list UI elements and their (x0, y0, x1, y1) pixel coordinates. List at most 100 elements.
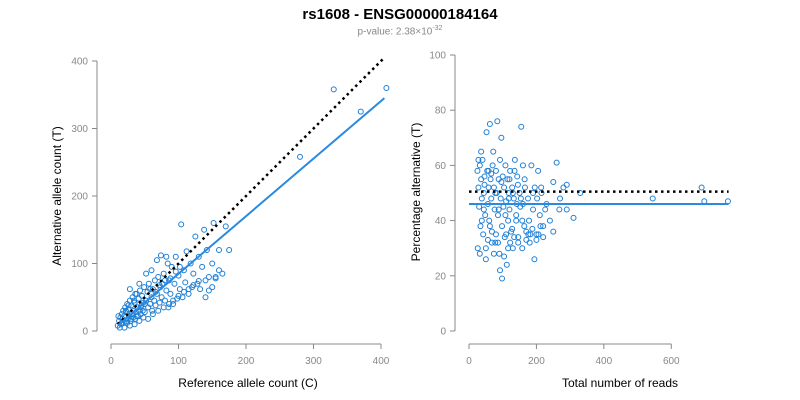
right-data-point (550, 178, 557, 185)
left-data-point (149, 311, 156, 318)
left-data-point (192, 233, 199, 240)
right-data-point (509, 225, 516, 232)
right-data-point (474, 167, 481, 174)
right-data-point (484, 236, 491, 243)
right-data-point (530, 190, 537, 196)
left-data-point (183, 248, 190, 255)
chart-title: rs1608 - ENSG00000184164 (302, 6, 498, 23)
left-data-point (201, 226, 208, 233)
left-data-point (330, 86, 337, 93)
chart-subtitle: p-value: 2.38×10-32 (0, 25, 800, 37)
left-data-point (153, 257, 160, 264)
left-data-point (148, 267, 155, 274)
right-y-tick-label: 60 (435, 161, 447, 172)
right-data-point (481, 181, 488, 188)
right-data-point (499, 275, 506, 282)
left-data-point (182, 279, 189, 286)
right-data-point (521, 184, 528, 191)
right-data-point (502, 162, 509, 169)
right-data-point (518, 123, 525, 130)
right-data-point (490, 250, 497, 257)
right-y-tick-label: 0 (440, 327, 446, 338)
left-x-tick-label: 200 (238, 356, 255, 367)
right-y-tick-label: 20 (435, 271, 447, 282)
right-data-point (475, 156, 482, 163)
right-data-point (476, 162, 483, 169)
right-data-point (492, 167, 499, 174)
right-data-point (528, 162, 535, 169)
left-y-axis-label: Alternative allele count (T) (50, 126, 64, 265)
left-x-axis-label: Reference allele count (C) (178, 376, 317, 390)
left-data-point (179, 294, 186, 301)
left-data-point (170, 301, 177, 307)
left-data-point (137, 287, 144, 294)
right-data-point (497, 267, 504, 274)
left-data-point (205, 274, 212, 280)
right-data-point (531, 184, 538, 191)
right-data-point (478, 217, 485, 224)
left-data-point (297, 153, 303, 160)
right-x-tick-label: 600 (663, 356, 680, 367)
right-data-point (507, 167, 514, 174)
right-data-point (489, 162, 496, 169)
left-data-point (125, 302, 132, 309)
right-data-point (701, 198, 708, 205)
right-data-point (491, 206, 498, 213)
left-data-point (151, 297, 158, 304)
right-data-point (525, 231, 532, 238)
right-data-point (556, 206, 563, 213)
left-data-point (216, 247, 222, 253)
right-data-point (497, 195, 504, 202)
left-data-point (167, 290, 174, 297)
right-data-point (506, 206, 513, 213)
right-data-point (526, 217, 533, 224)
right-data-point (527, 231, 534, 238)
right-data-point (486, 217, 493, 224)
right-data-point (480, 231, 487, 238)
left-data-point (145, 280, 152, 287)
right-data-point (498, 134, 505, 141)
right-data-point (498, 178, 505, 185)
left-data-point (141, 284, 148, 291)
right-data-point (523, 236, 530, 243)
left-data-point (190, 282, 197, 289)
right-data-point (496, 250, 503, 257)
left-data-point (156, 299, 163, 306)
right-data-point (478, 195, 485, 202)
left-data-point (209, 260, 216, 267)
left-x-tick-label: 400 (373, 356, 390, 367)
left-data-point (136, 280, 143, 287)
right-data-point (511, 234, 518, 241)
right-data-point (478, 176, 485, 183)
right-data-point (534, 195, 541, 202)
right-data-point (531, 256, 538, 263)
right-x-tick-label: 200 (528, 356, 545, 367)
left-data-point (166, 301, 173, 307)
subtitle-exponent: -32 (432, 25, 443, 32)
left-data-point (171, 280, 178, 287)
left-fit-line (117, 97, 386, 327)
right-data-point (519, 245, 526, 252)
left-data-point (176, 263, 183, 270)
right-data-point (506, 176, 513, 183)
right-data-point (542, 206, 549, 213)
right-data-point (476, 250, 483, 257)
left-data-point (209, 284, 216, 291)
left-scatter-plot: Reference allele count (C) Alternative a… (50, 57, 390, 391)
right-data-point (494, 118, 501, 125)
right-data-point (492, 239, 499, 246)
right-data-point (535, 231, 542, 238)
right-data-point (505, 195, 512, 202)
right-data-point (497, 156, 504, 163)
left-data-point (155, 307, 162, 314)
right-data-point (503, 231, 510, 238)
right-data-point (553, 159, 560, 166)
right-data-point (525, 195, 531, 202)
right-data-point (557, 195, 564, 202)
right-data-point (538, 184, 545, 191)
right-data-point (488, 239, 495, 246)
right-data-point (526, 239, 533, 246)
left-data-point (190, 270, 197, 277)
